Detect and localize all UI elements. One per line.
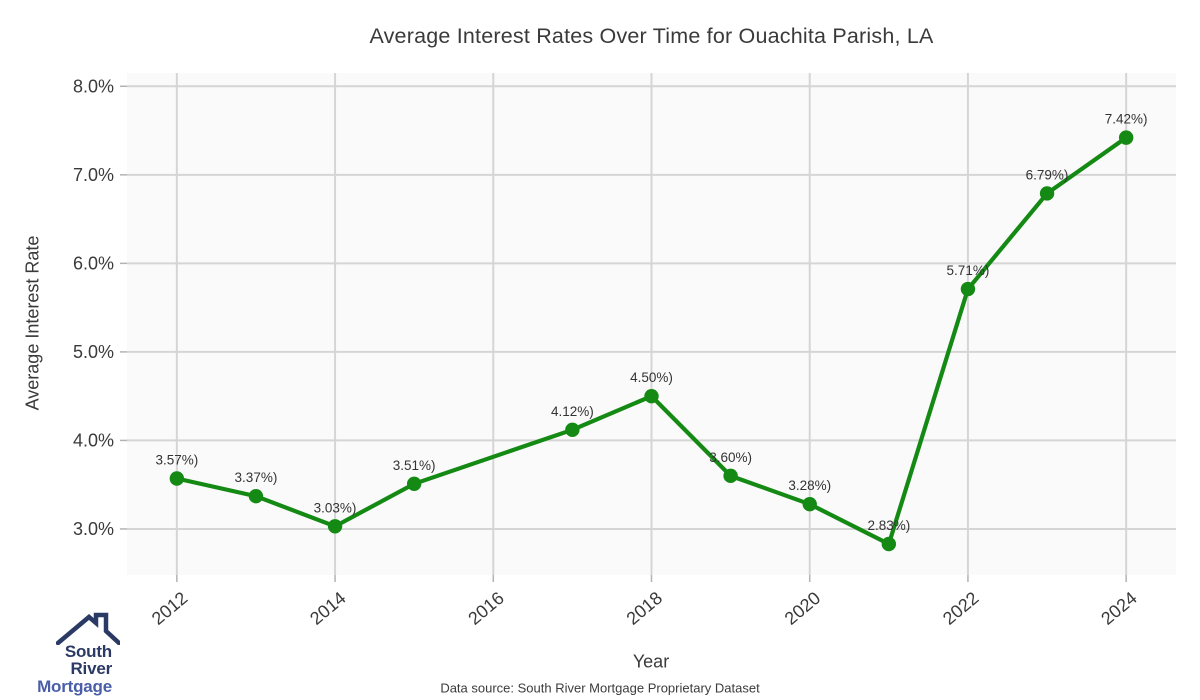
data-point-label: 3.57%): [155, 452, 198, 467]
data-source-note: Data source: South River Mortgage Propri…: [440, 680, 760, 696]
y-tick-label: 8.0%: [73, 76, 114, 96]
y-tick-label: 6.0%: [73, 253, 114, 273]
data-point-marker: [802, 496, 817, 512]
data-point-marker: [406, 476, 422, 492]
x-tick-label: 2020: [781, 588, 825, 629]
x-tick-label: 2016: [464, 588, 508, 629]
x-tick-label: 2012: [148, 588, 192, 629]
data-point-marker: [169, 471, 185, 486]
y-tick-label: 3.0%: [73, 519, 114, 539]
data-point-marker: [1118, 130, 1134, 145]
data-point-marker: [565, 422, 580, 438]
data-point-label: 4.12%): [551, 404, 594, 419]
logo-line2: Mortgage: [37, 677, 112, 696]
x-tick-label: 2014: [306, 588, 350, 629]
data-point-label: 3.60%): [709, 450, 752, 465]
data-point-label: 3.51%): [393, 458, 436, 473]
data-point-marker: [248, 489, 264, 504]
logo-line1: South River: [64, 642, 112, 678]
data-point-label: 6.79%): [1026, 167, 1069, 182]
data-point-label: 3.03%): [314, 500, 357, 515]
interest-rate-line: [174, 135, 1129, 547]
data-point-label: 4.50%): [630, 370, 673, 385]
data-point-label: 5.71%): [947, 263, 990, 278]
chart-title: Average Interest Rates Over Time for Oua…: [369, 24, 934, 48]
data-point-label: 7.42%): [1105, 112, 1148, 127]
logo-roof-path: [56, 612, 120, 645]
y-tick-label: 4.0%: [73, 430, 114, 450]
data-point-marker: [327, 519, 343, 534]
data-point-label: 3.37%): [235, 470, 278, 485]
x-tick-label: 2018: [623, 588, 667, 629]
y-tick-label: 5.0%: [73, 342, 114, 362]
house-roof-icon: [56, 612, 120, 645]
data-point-marker: [644, 388, 659, 404]
company-logo: South River Mortgage: [20, 612, 120, 696]
x-axis-label: Year: [632, 651, 670, 672]
y-tick-label: 7.0%: [73, 165, 114, 185]
data-point-marker: [881, 536, 897, 552]
x-tick-label: 2022: [939, 588, 983, 629]
data-point-label: 3.28%): [788, 478, 831, 493]
data-point-marker: [1039, 186, 1055, 201]
data-point-label: 2.83%): [867, 518, 910, 533]
data-point-marker: [960, 281, 976, 297]
data-point-marker: [723, 468, 738, 484]
x-tick-label: 2024: [1097, 588, 1141, 629]
